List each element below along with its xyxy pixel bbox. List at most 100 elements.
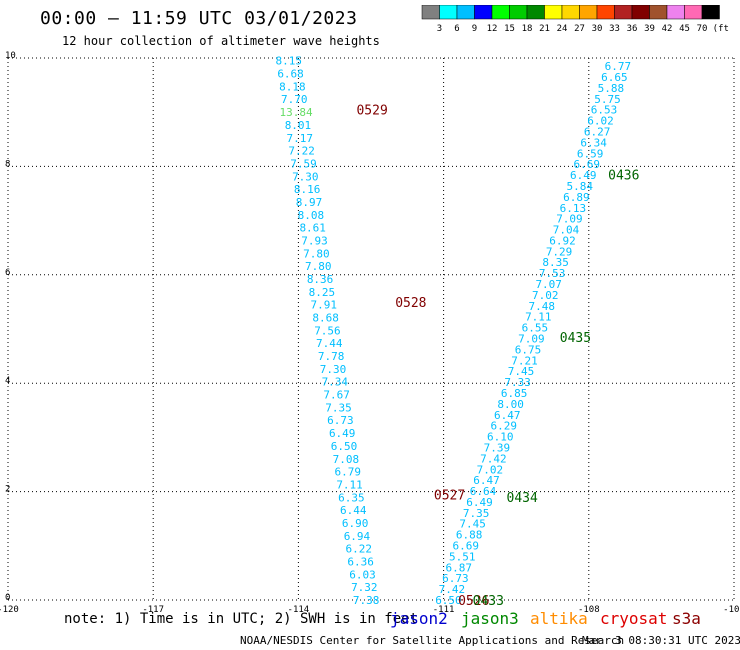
- y-tick-label: 2: [5, 485, 10, 495]
- swh-value-label: 7.70: [281, 93, 308, 106]
- color-swatch: [666, 5, 685, 20]
- swh-value-label: 5.75: [594, 93, 621, 106]
- swh-value-label: 7.21: [511, 354, 538, 367]
- x-tick-label: -117: [142, 605, 164, 615]
- swh-value-label: 7.67: [323, 389, 350, 402]
- swh-value-label: 7.17: [287, 132, 314, 145]
- swh-value-label: 6.64: [470, 485, 497, 498]
- swh-value-label: 6.89: [563, 191, 590, 204]
- swh-value-label: 7.11: [525, 311, 552, 324]
- swh-value-label: 6.65: [601, 71, 628, 84]
- satellite-legend-altika: altika: [530, 609, 588, 628]
- swh-value-label: 7.30: [320, 363, 347, 376]
- pass-labels: 0529 0528 0527 0526 0436 0435 0434 0433: [356, 103, 639, 609]
- swh-value-label: 5.84: [567, 180, 594, 193]
- color-legend-label: 33: [609, 24, 620, 34]
- swh-value-label: 8.01: [285, 119, 312, 132]
- chart-title: 00:00 – 11:59 UTC 03/01/2023: [40, 8, 358, 29]
- swh-value-label: 7.22: [288, 145, 315, 158]
- swh-value-label: 7.59: [290, 157, 317, 170]
- satellite-legend-jason3: jason3: [461, 609, 519, 628]
- swh-value-label: 7.08: [333, 453, 360, 466]
- swh-value-label: 6.02: [587, 115, 614, 128]
- swh-value-label: 8.00: [497, 398, 524, 411]
- swh-value-label: 6.87: [446, 561, 473, 574]
- swh-value-label: 7.07: [535, 278, 562, 291]
- swh-value-label: 6.22: [346, 543, 373, 556]
- swh-value-label: 7.42: [480, 452, 507, 465]
- x-tick-label: -120: [0, 605, 19, 615]
- swh-value-label: 7.11: [336, 478, 363, 491]
- color-swatch: [526, 5, 545, 20]
- swh-value-label: 7.56: [314, 324, 341, 337]
- swh-value-label: 6.36: [347, 555, 374, 568]
- swh-value-label: 5.51: [449, 550, 476, 563]
- color-legend-label: 39: [644, 24, 655, 34]
- pass-time-label: 0526: [458, 594, 489, 609]
- pass-time-label: 0433: [473, 594, 504, 609]
- color-legend-label: 36: [627, 24, 638, 34]
- color-legend-label: 3: [437, 24, 442, 34]
- swh-value-label: 6.44: [340, 504, 367, 517]
- swh-value-label: 7.53: [539, 267, 566, 280]
- y-tick-label: 4: [5, 376, 10, 386]
- satellite-legend-cryosat: cryosat: [600, 609, 668, 628]
- color-swatch: [474, 5, 493, 20]
- swh-value-label: 7.48: [529, 300, 556, 313]
- y-tick-label: 8: [5, 159, 10, 169]
- color-legend-label: 45: [679, 24, 690, 34]
- color-swatch: [509, 5, 528, 20]
- color-swatch: [561, 5, 580, 20]
- swh-value-label: 7.35: [463, 507, 490, 520]
- swh-value-label: 6.90: [342, 517, 369, 530]
- swh-value-label: 6.47: [473, 474, 500, 487]
- timestamp-text: Mar 3 08:30:31 UTC 2023: [582, 634, 740, 647]
- satellite-legend-s3a: s3a: [672, 609, 701, 628]
- color-swatch: [614, 5, 633, 20]
- swh-value-label: 6.69: [452, 540, 479, 553]
- color-swatch: [684, 5, 703, 20]
- y-tick-label: 6: [5, 268, 10, 278]
- swh-value-label: 6.85: [501, 387, 528, 400]
- swh-value-label: 7.93: [301, 234, 328, 247]
- color-legend-label: 70: [697, 24, 708, 34]
- swh-value-label: 6.69: [573, 158, 600, 171]
- swh-value-label: 6.50: [435, 594, 462, 607]
- axis-tick-labels: -120 -117 -114 -111 -108 -105 0 2 4 6 8 10: [0, 51, 740, 615]
- swh-value-label: 6.49: [466, 496, 493, 509]
- note-text: note: 1) Time is in UTC; 2) SWH is in fe…: [64, 611, 419, 627]
- swh-value-label: 7.80: [305, 260, 332, 273]
- swh-value-label: 7.02: [477, 463, 504, 476]
- swh-value-label: 6.27: [584, 126, 611, 139]
- swh-value-label: 7.91: [311, 299, 338, 312]
- swh-value-label: 8.97: [296, 196, 323, 209]
- color-legend-label: 27: [574, 24, 585, 34]
- swh-value-label: 6.77: [605, 60, 632, 73]
- color-swatch: [544, 5, 563, 20]
- swh-value-label: 13.84: [280, 106, 313, 119]
- color-legend-label: 6: [454, 24, 459, 34]
- swh-value-label: 7.45: [508, 365, 535, 378]
- swh-value-label: 7.42: [439, 583, 466, 596]
- color-swatch: [491, 5, 510, 20]
- swh-value-label: 8.36: [307, 273, 334, 286]
- color-swatch: [596, 5, 615, 20]
- swh-value-label: 7.04: [553, 224, 580, 237]
- swh-value-label: 7.80: [303, 247, 330, 260]
- swh-value-label: 8.08: [298, 209, 325, 222]
- swh-value-label: 5.88: [598, 82, 625, 95]
- color-swatch: [439, 5, 458, 20]
- satellite-legend-jason2: jason2: [390, 609, 448, 628]
- swh-value-label: 8.15: [275, 55, 302, 68]
- swh-value-label: 8.25: [309, 286, 336, 299]
- swh-value-label: 6.47: [494, 409, 521, 422]
- data-labels: 8.156.688.187.7013.848.017.177.227.597.3…: [275, 55, 631, 607]
- swh-value-label: 7.09: [556, 213, 583, 226]
- pass-time-label: 0527: [434, 488, 465, 503]
- swh-value-label: 8.16: [294, 183, 321, 196]
- x-tick-label: -108: [578, 605, 600, 615]
- swh-value-label: 6.73: [442, 572, 469, 585]
- swh-value-label: 6.10: [487, 431, 514, 444]
- color-swatch: [649, 5, 668, 20]
- x-tick-label: -105: [723, 605, 740, 615]
